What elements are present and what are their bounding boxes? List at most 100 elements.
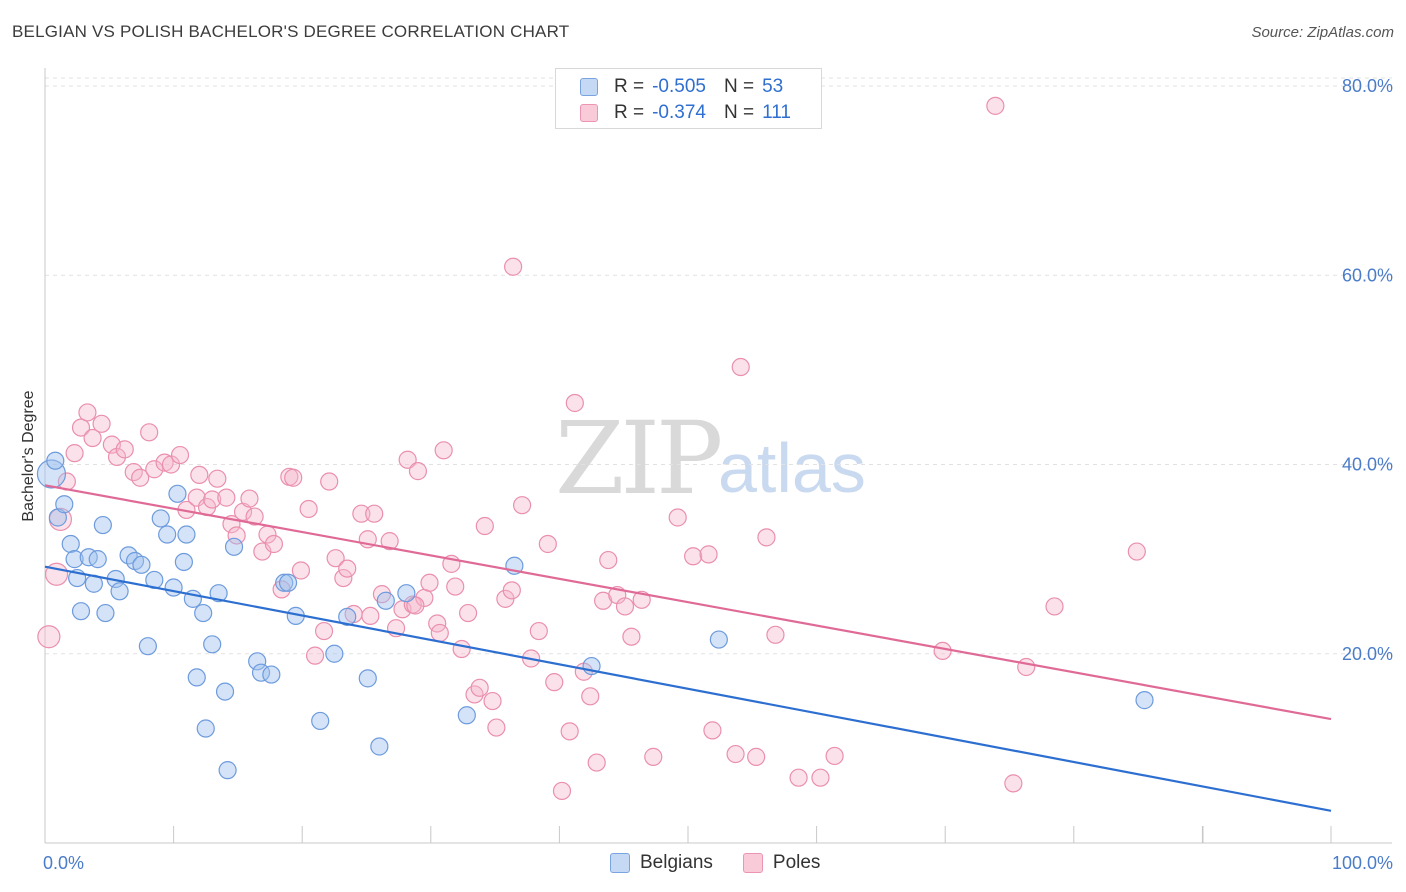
pole-point [703, 721, 722, 740]
belgian-point [187, 668, 206, 687]
pole-point [731, 357, 750, 377]
belgian-point [65, 550, 84, 569]
stats-legend: R = -0.505 N = 53 R = -0.374 N = 111 [555, 68, 822, 129]
legend-item-belgians[interactable]: Belgians [610, 852, 713, 874]
pole-point [699, 545, 718, 564]
pole-point [320, 472, 339, 491]
axes [44, 68, 1392, 844]
pole-point [487, 718, 506, 737]
pole-point [37, 625, 61, 649]
pole-point [504, 257, 523, 276]
legend-item-poles[interactable]: Poles [742, 852, 821, 874]
pole-point [581, 687, 600, 706]
pole-point [483, 691, 502, 711]
belgian-point [164, 578, 183, 597]
belgian-point [278, 573, 298, 592]
legend-r-value: -0.374 [652, 102, 706, 123]
pole-point [352, 504, 371, 523]
pole-point [145, 460, 164, 479]
belgian-point [174, 552, 193, 572]
belgian-point [36, 459, 67, 489]
legend-r-label: R = [614, 102, 645, 123]
belgian-point [196, 719, 215, 738]
pole-point [420, 573, 439, 592]
axis-labels: 20.0% 40.0% 60.0% 80.0% 0.0% 100.0% Bachelor's… [20, 76, 1393, 873]
pole-point [71, 418, 91, 437]
pole-point [684, 547, 703, 566]
belgian-point [248, 652, 267, 671]
pole-point [757, 528, 776, 547]
legend-n-label: N = [723, 102, 755, 123]
belgians-swatch [580, 78, 598, 96]
pole-point [565, 393, 584, 413]
pole-point [227, 526, 246, 545]
pole-point [170, 445, 190, 465]
belgian-point [275, 573, 294, 592]
belgian-point [376, 591, 395, 610]
pole-point [933, 641, 952, 661]
legend-n-value: 53 [762, 76, 784, 97]
pole-point [338, 559, 357, 578]
pole-point [622, 627, 641, 646]
belgian-point [397, 584, 416, 603]
belgian-point [79, 548, 98, 567]
belgian-point [71, 602, 91, 621]
pole-point [599, 550, 618, 570]
pole-point [668, 508, 687, 527]
pole-point [1045, 597, 1064, 616]
pole-point [291, 561, 311, 580]
pole-point [587, 753, 606, 772]
y-tick-label: 80.0% [1342, 76, 1393, 96]
pole-point [615, 597, 635, 616]
pole-point [452, 639, 471, 659]
pole-point [140, 423, 159, 442]
legend-row-belgians: R = -0.505 N = 53 [580, 75, 783, 99]
poles-points [37, 96, 1146, 801]
pole-point [361, 606, 380, 626]
pole-point [380, 532, 399, 551]
belgian-point [158, 525, 177, 544]
x-tick-label: 0.0% [43, 853, 84, 873]
pole-point [502, 581, 521, 600]
pole-point [115, 440, 134, 459]
pole-point [92, 414, 111, 433]
y-tick-label: 60.0% [1342, 265, 1393, 285]
pole-point [305, 646, 325, 665]
legend-r-label: R = [614, 76, 645, 97]
pole-point [475, 516, 494, 536]
y-axis-title: Bachelor's Degree [20, 390, 37, 521]
belgian-point [209, 584, 228, 603]
chart-title: BELGIAN VS POLISH BACHELOR'S DEGREE CORR… [12, 22, 570, 41]
belgians-legend-label: Belgians [640, 852, 713, 873]
pole-point [155, 453, 174, 472]
pole-point [825, 746, 844, 766]
pole-point [986, 96, 1005, 115]
pole-point [131, 468, 150, 487]
pole-point [107, 447, 127, 467]
belgian-point [151, 509, 170, 528]
pole-point [314, 621, 334, 641]
pole-point [326, 549, 345, 568]
belgian-point [358, 669, 377, 688]
pole-point [190, 465, 209, 485]
poles-legend-label: Poles [772, 852, 821, 873]
pole-point [365, 504, 384, 523]
pole-point [245, 507, 264, 526]
pole-point [406, 596, 425, 615]
belgian-point [55, 495, 74, 514]
belgian-point [370, 737, 389, 756]
pole-point [1004, 774, 1023, 793]
pole-point [789, 768, 808, 787]
watermark-zip: ZIP [555, 400, 723, 517]
legend-n-value: 111 [762, 102, 791, 123]
belgian-point [215, 682, 235, 701]
pole-point [203, 490, 222, 509]
pole-point [299, 499, 318, 519]
pole-point [747, 747, 766, 766]
poles-legend-swatch [742, 853, 763, 873]
belgian-point [1135, 691, 1154, 710]
pole-point [1017, 657, 1036, 677]
belgians-legend-swatch [610, 853, 630, 873]
pole-point [538, 534, 557, 554]
belgian-point [203, 635, 222, 654]
